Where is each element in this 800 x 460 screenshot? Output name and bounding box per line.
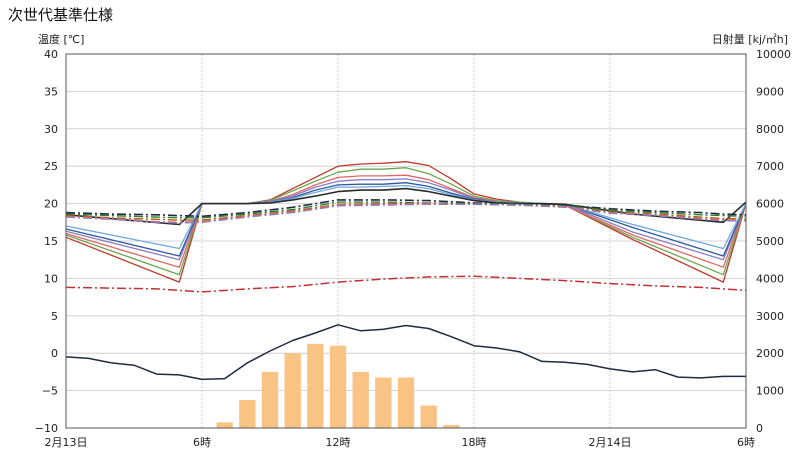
temperature-series-line [65,167,747,276]
right-axis-label: 日射量 [kj/㎡h] [711,33,788,46]
y-right-tick-label: 2000 [756,347,784,360]
chart-title: 次世代基準仕様 [8,6,114,24]
y-right-tick-label: 4000 [756,272,784,285]
temperature-series-line [65,324,746,381]
solar-bars [216,343,460,428]
solar-bar [216,422,233,428]
y-right-tick-label: 1000 [756,385,784,398]
plot-frame [65,53,747,429]
y-left-tick-label: −10 [35,422,58,435]
temperature-series-line [65,275,747,293]
y-left-tick-label: 25 [44,160,58,173]
solar-bar [397,377,415,428]
temperature-series-line [65,201,747,219]
x-tick-label: 18時 [462,436,487,449]
solar-bar [329,345,347,428]
y-right-tick-label: 6000 [756,198,784,211]
y-left-tick-label: 30 [44,123,58,136]
y-right-tick-label: 9000 [756,85,784,98]
y-right-tick-label: 3000 [756,310,784,323]
solar-bar [261,371,279,428]
plot-border [65,53,747,429]
solar-bar [307,343,324,428]
y-right-tick-label: 0 [756,422,763,435]
x-tick-label: 2月14日 [589,436,632,449]
temperature-series-line [65,199,747,218]
temperature-series-line [65,187,747,226]
y-left-tick-label: 15 [44,235,58,248]
tick-labels: 4035302520151050−5−101000090008000700060… [35,48,791,449]
y-right-tick-label: 10000 [756,48,791,61]
left-axis-label: 温度 [℃] [38,33,85,46]
y-left-tick-label: 20 [44,198,58,211]
solar-bar [352,371,369,428]
series-lines [65,161,747,381]
y-right-tick-label: 7000 [756,160,784,173]
solar-bar [375,377,392,428]
solar-bar [420,405,437,428]
solar-bar [284,353,301,428]
y-right-tick-label: 5000 [756,235,784,248]
y-left-tick-label: 35 [44,85,58,98]
temperature-series-line [65,203,746,224]
y-left-tick-label: 5 [51,310,58,323]
solar-bar [239,399,256,428]
y-left-tick-label: 10 [44,272,58,285]
y-left-tick-label: 40 [44,48,58,61]
x-tick-label: 6時 [737,436,755,449]
y-left-tick-label: 0 [51,347,58,360]
y-left-tick-label: −5 [42,385,58,398]
x-tick-label: 6時 [193,436,211,449]
grid-lines [66,53,746,429]
solar-bar [443,425,460,428]
y-right-tick-label: 8000 [756,123,784,136]
x-tick-label: 12時 [326,436,351,449]
x-tick-label: 2月13日 [45,436,88,449]
